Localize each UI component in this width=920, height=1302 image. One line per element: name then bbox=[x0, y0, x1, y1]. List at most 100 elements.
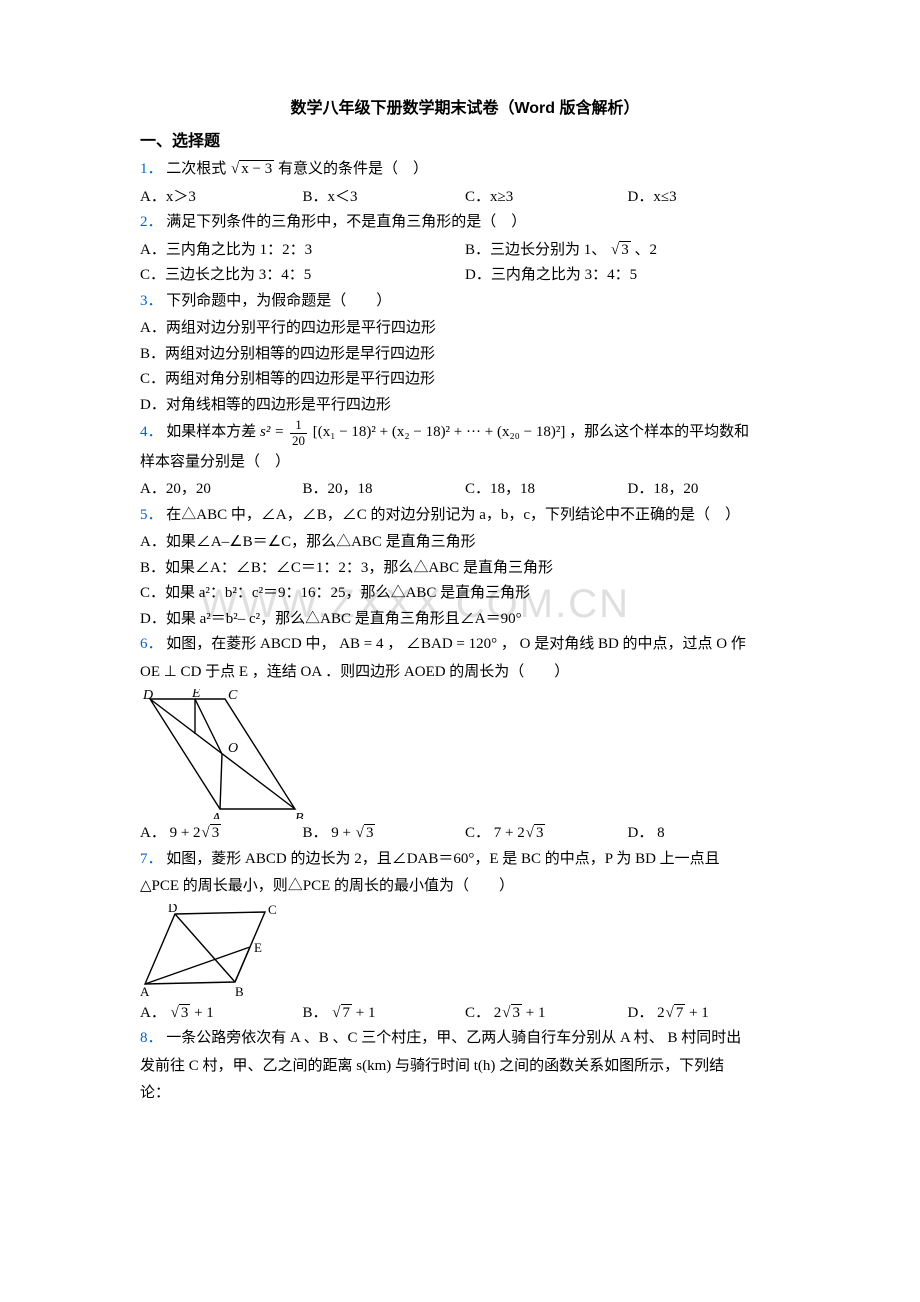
q7-d-prefix: 2 bbox=[657, 1005, 665, 1021]
q2-stem: 满足下列条件的三角形中，不是直角三角形的是（ ） bbox=[166, 214, 526, 230]
sqrt-icon: √3 bbox=[525, 821, 546, 847]
label-C: C bbox=[268, 904, 277, 917]
question-4: 4． 如果样本方差 s² = 1 20 [(x₁ − 18)² + (x₂ − … bbox=[140, 418, 790, 448]
q1-number: 1． bbox=[140, 161, 163, 177]
q7-d-suffix: + 1 bbox=[685, 1005, 708, 1021]
sqrt-icon: √3 bbox=[170, 1001, 191, 1027]
q8-number: 8． bbox=[140, 1030, 163, 1046]
frac-bot: 20 bbox=[290, 434, 307, 448]
q2-b-rad: 3 bbox=[619, 241, 631, 258]
q7-b-suffix: + 1 bbox=[352, 1005, 375, 1021]
q3-number: 3． bbox=[140, 293, 163, 309]
sqrt-icon: √3 bbox=[610, 238, 631, 264]
label-A: A bbox=[211, 811, 221, 819]
q4-number: 4． bbox=[140, 425, 163, 441]
q7-d-rad: 7 bbox=[674, 1004, 686, 1021]
q7-opt-a: A． √3 + 1 bbox=[140, 1001, 303, 1027]
question-5: 5． 在△ABC 中，∠A，∠B，∠C 的对边分别记为 a，b，c，下列结论中不… bbox=[140, 503, 790, 529]
q7-number: 7． bbox=[140, 851, 163, 867]
q7-a-suffix: + 1 bbox=[190, 1005, 213, 1021]
q7-stem-a: 如图，菱形 ABCD 的边长为 2，且∠DAB＝60°，E 是 BC 的中点，P… bbox=[166, 851, 719, 867]
variance-symbol: s² = bbox=[260, 425, 288, 441]
q8-stem-c: 论： bbox=[140, 1081, 790, 1107]
q6-stem-b: OE ⊥ CD 于点 E ，连结 OA ．则四边形 AOED 的周长为（ ） bbox=[140, 660, 790, 686]
q6-c-rad: 3 bbox=[534, 824, 546, 841]
q4-stem-b: ，那么这个样本的平均数和 bbox=[569, 425, 749, 441]
q6-number: 6． bbox=[140, 636, 163, 652]
sqrt-icon: √7 bbox=[331, 1001, 352, 1027]
q1-stem-a: 二次根式 bbox=[166, 161, 226, 177]
q6-opt-c: C． 7 + 2√3 bbox=[465, 821, 628, 847]
sqrt-icon: √x − 3 bbox=[230, 157, 274, 183]
q7-c-rad: 3 bbox=[511, 1004, 523, 1021]
sqrt-icon: √3 bbox=[501, 1001, 522, 1027]
sqrt-icon: √7 bbox=[665, 1001, 686, 1027]
q1-radicand: x − 3 bbox=[239, 160, 274, 177]
q5-number: 5． bbox=[140, 507, 163, 523]
frac-top: 1 bbox=[290, 418, 307, 433]
q1-options: A．x＞3 B．x＜3 C．x≥3 D．x≤3 bbox=[140, 185, 790, 211]
q2-b-suffix: 、2 bbox=[635, 242, 658, 258]
fraction: 1 20 bbox=[290, 418, 307, 448]
question-2: 2． 满足下列条件的三角形中，不是直角三角形的是（ ） bbox=[140, 210, 790, 236]
q4-bracket: [(x₁ − 18)² + (x₂ − 18)² + ··· + (x₂₀ − … bbox=[313, 425, 566, 441]
q4-opt-a: A．20，20 bbox=[140, 477, 303, 503]
q1-opt-a: A．x＞3 bbox=[140, 185, 303, 211]
q1-stem-b: 有意义的条件是（ ） bbox=[278, 161, 428, 177]
page-content: 数学八年级下册数学期末试卷（Word 版含解析） 一、选择题 1． 二次根式 √… bbox=[140, 95, 790, 1107]
q7-opt-b: B． √7 + 1 bbox=[303, 1001, 466, 1027]
q2-options-row1: A．三内角之比为 1：2：3 B．三边长分别为 1、 √3 、2 bbox=[140, 238, 790, 264]
label-D: D bbox=[142, 689, 153, 703]
q2-opt-c: C．三边长之比为 3：4：5 bbox=[140, 263, 465, 289]
q1-opt-b: B．x＜3 bbox=[303, 185, 466, 211]
q7-opt-c: C． 2√3 + 1 bbox=[465, 1001, 628, 1027]
q4-stem-a: 如果样本方差 bbox=[166, 425, 256, 441]
q7-opt-d: D． 2√7 + 1 bbox=[628, 1001, 791, 1027]
label-B: B bbox=[235, 984, 244, 999]
q2-number: 2． bbox=[140, 214, 163, 230]
q7-stem-b: △PCE 的周长最小，则△PCE 的周长的最小值为（ ） bbox=[140, 874, 790, 900]
q3-stem: 下列命题中，为假命题是（ ） bbox=[166, 293, 391, 309]
q5-opt-c: C．如果 a²：b²：c²＝9：16：25，那么△ABC 是直角三角形 bbox=[140, 581, 790, 607]
q1-opt-c: C．x≥3 bbox=[465, 185, 628, 211]
label-C: C bbox=[228, 689, 238, 703]
q6-a-rad: 3 bbox=[210, 824, 222, 841]
label-A: A bbox=[140, 984, 150, 999]
q4-stem-c: 样本容量分别是（ ） bbox=[140, 450, 790, 476]
q8-stem-a: 一条公路旁依次有 A 、B 、C 三个村庄，甲、乙两人骑自行车分别从 A 村、 … bbox=[166, 1030, 741, 1046]
q2-options-row2: C．三边长之比为 3：4：5 D．三内角之比为 3：4：5 bbox=[140, 263, 790, 289]
q5-opt-a: A．如果∠A–∠B＝∠C，那么△ABC 是直角三角形 bbox=[140, 530, 790, 556]
q8-stem-b: 发前往 C 村，甲、乙之间的距离 s(km) 与骑行时间 t(h) 之间的函数关… bbox=[140, 1054, 790, 1080]
question-6: 6． 如图，在菱形 ABCD 中， AB = 4 ， ∠BAD = 120° ，… bbox=[140, 632, 790, 658]
question-7: 7． 如图，菱形 ABCD 的边长为 2，且∠DAB＝60°，E 是 BC 的中… bbox=[140, 847, 790, 873]
question-3: 3． 下列命题中，为假命题是（ ） bbox=[140, 289, 790, 315]
q4-options: A．20，20 B．20，18 C．18，18 D．18，20 bbox=[140, 477, 790, 503]
q6-a-prefix: A． 9 + 2 bbox=[140, 825, 201, 841]
question-1: 1． 二次根式 √x − 3 有意义的条件是（ ） bbox=[140, 157, 790, 183]
q3-opt-b: B．两组对边分别相等的四边形是早行四边形 bbox=[140, 342, 790, 368]
q7-c-suffix: + 1 bbox=[522, 1005, 545, 1021]
q7-b-rad: 7 bbox=[341, 1004, 353, 1021]
question-8: 8． 一条公路旁依次有 A 、B 、C 三个村庄，甲、乙两人骑自行车分别从 A … bbox=[140, 1026, 790, 1052]
label-E: E bbox=[254, 940, 262, 955]
q5-stem: 在△ABC 中，∠A，∠B，∠C 的对边分别记为 a，b，c，下列结论中不正确的… bbox=[166, 507, 740, 523]
section-header: 一、选择题 bbox=[140, 128, 790, 155]
q2-opt-a: A．三内角之比为 1：2：3 bbox=[140, 238, 465, 264]
q2-opt-d: D．三内角之比为 3：4：5 bbox=[465, 263, 790, 289]
q7-diagram: D C E A B bbox=[140, 904, 280, 999]
q6-b-prefix: B． 9 + bbox=[303, 825, 355, 841]
q7-options: A． √3 + 1 B． √7 + 1 C． 2√3 + 1 D． 2√7 + … bbox=[140, 1001, 790, 1027]
q6-diagram: D E C O A B bbox=[140, 689, 305, 819]
q6-opt-d: D． 8 bbox=[628, 821, 791, 847]
q4-opt-c: C．18，18 bbox=[465, 477, 628, 503]
q6-stem-a: 如图，在菱形 ABCD 中， AB = 4 ， ∠BAD = 120° ， O … bbox=[166, 636, 746, 652]
q6-opt-a: A． 9 + 2√3 bbox=[140, 821, 303, 847]
label-O: O bbox=[228, 741, 238, 756]
label-B: B bbox=[295, 811, 304, 819]
q4-opt-b: B．20，18 bbox=[303, 477, 466, 503]
q3-opt-c: C．两组对角分别相等的四边形是平行四边形 bbox=[140, 367, 790, 393]
q6-c-prefix: C． 7 + 2 bbox=[465, 825, 525, 841]
q5-opt-d: D．如果 a²＝b²– c²，那么△ABC 是直角三角形且∠A＝90° bbox=[140, 607, 790, 633]
label-E: E bbox=[191, 689, 201, 701]
q3-opt-a: A．两组对边分别平行的四边形是平行四边形 bbox=[140, 316, 790, 342]
